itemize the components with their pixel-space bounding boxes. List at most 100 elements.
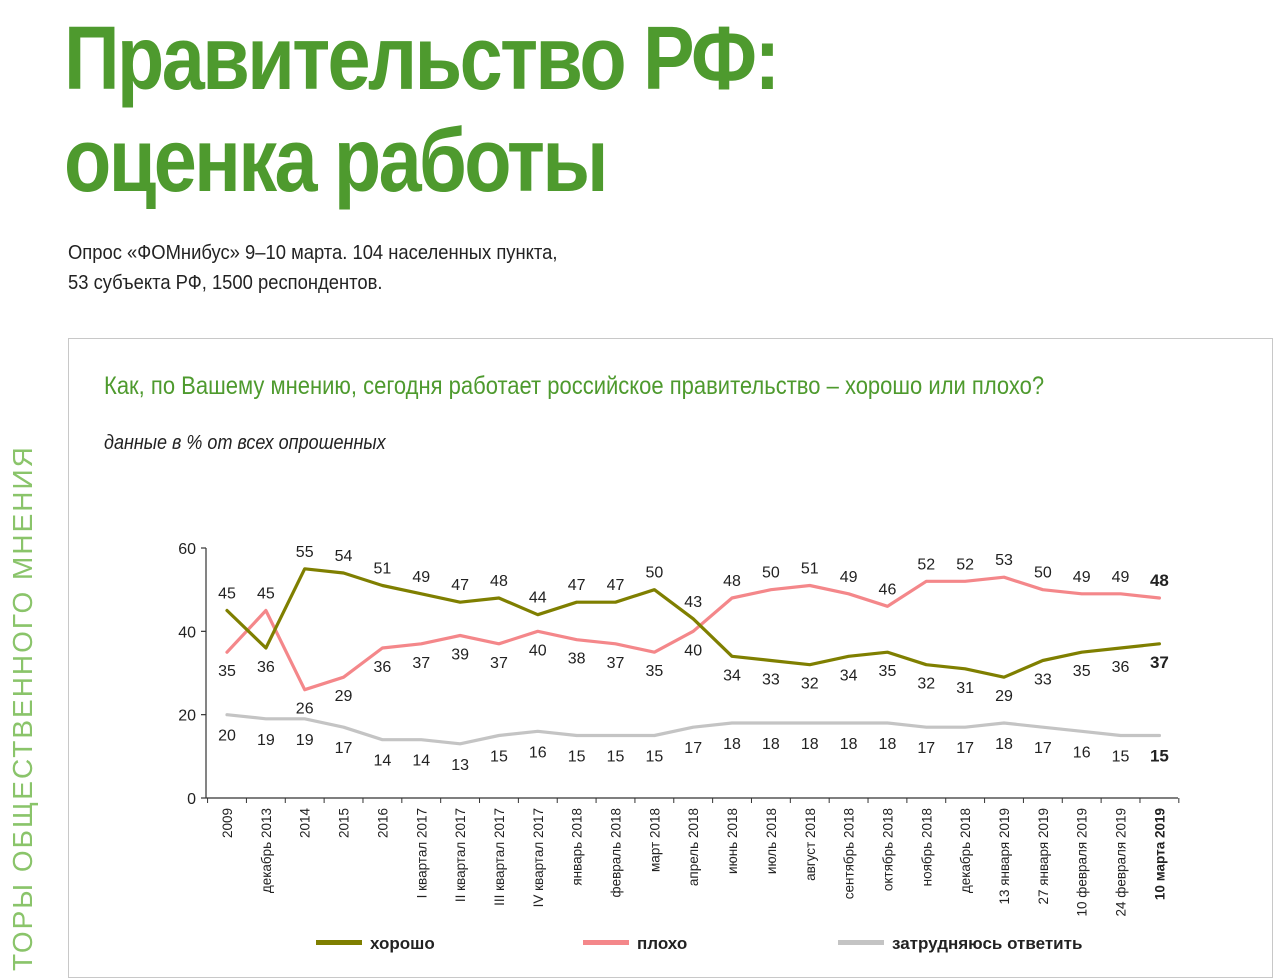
- y-tick-label: 0: [187, 791, 196, 808]
- series-line-unsure: [225, 713, 1162, 746]
- data-label-bad: 50: [1034, 565, 1052, 582]
- series-line-good: [225, 567, 1162, 679]
- data-label-unsure: 15: [1112, 749, 1130, 766]
- data-label-unsure: 13: [451, 757, 469, 774]
- data-label-good: 50: [645, 565, 663, 582]
- data-label-bad: 48: [723, 573, 741, 590]
- x-tick-label: II квартал 2017: [453, 808, 468, 902]
- page-title: Правительство РФ: оценка работы: [64, 8, 780, 212]
- legend-label-bad: плохо: [637, 934, 688, 953]
- x-tick-label: I квартал 2017: [414, 808, 429, 898]
- data-label-unsure: 15: [568, 749, 586, 766]
- legend-item-bad: плохо: [583, 934, 687, 954]
- y-tick-label: 60: [178, 541, 196, 558]
- x-tick-label: 27 января 2019: [1036, 808, 1051, 905]
- x-tick-label: июнь 2018: [725, 808, 740, 874]
- data-label-unsure: 19: [296, 732, 314, 749]
- legend-item-good: хорошо: [316, 934, 435, 954]
- chart-subtitle: данные в % от всех опрошенных: [104, 432, 386, 454]
- y-tick-label: 20: [178, 708, 196, 725]
- x-tick-label: 2009: [220, 808, 235, 838]
- data-label-good: 48: [490, 573, 508, 590]
- x-tick-label: июль 2018: [764, 808, 779, 874]
- legend-swatch-bad: [583, 940, 629, 946]
- data-label-unsure: 17: [1034, 740, 1052, 757]
- data-label-bad: 48: [1150, 571, 1169, 590]
- legend-swatch-good: [316, 940, 362, 946]
- data-label-unsure: 20: [218, 728, 236, 745]
- survey-info-line-1: Опрос «ФОМнибус» 9–10 марта. 104 населен…: [68, 242, 558, 264]
- series-line-bad: [225, 575, 1162, 692]
- x-tick-label: 24 февраля 2019: [1114, 808, 1129, 917]
- x-tick-label: декабрь 2018: [958, 808, 973, 893]
- data-label-bad: 37: [607, 655, 625, 672]
- legend-label-unsure: затрудняюсь ответить: [892, 934, 1083, 953]
- data-label-bad: 26: [296, 701, 314, 718]
- data-label-good: 51: [374, 561, 392, 578]
- x-tick-label: IV квартал 2017: [531, 808, 546, 907]
- data-label-bad: 40: [529, 642, 547, 659]
- data-label-unsure: 18: [840, 736, 858, 753]
- data-label-bad: 51: [801, 561, 819, 578]
- data-label-unsure: 18: [801, 736, 819, 753]
- data-label-unsure: 18: [879, 736, 897, 753]
- data-label-good: 29: [995, 688, 1013, 705]
- data-label-good: 54: [335, 548, 353, 565]
- y-tick-label: 40: [178, 624, 196, 641]
- data-label-good: 55: [296, 544, 314, 561]
- data-label-good: 33: [762, 672, 780, 689]
- x-tick-label: 2014: [298, 808, 313, 839]
- data-label-bad: 49: [1112, 569, 1130, 586]
- x-tick-label: ноябрь 2018: [919, 808, 934, 886]
- data-label-unsure: 17: [335, 740, 353, 757]
- data-label-bad: 53: [995, 552, 1013, 569]
- data-label-good: 35: [1073, 663, 1091, 680]
- x-tick-label: август 2018: [803, 808, 818, 881]
- data-label-bad: 29: [335, 688, 353, 705]
- legend-label-good: хорошо: [370, 934, 435, 953]
- data-label-good: 47: [607, 577, 625, 594]
- data-label-unsure: 15: [490, 749, 508, 766]
- data-label-unsure: 17: [956, 740, 974, 757]
- data-label-good: 37: [1150, 653, 1169, 672]
- data-label-unsure: 15: [607, 749, 625, 766]
- data-label-bad: 50: [762, 565, 780, 582]
- data-label-good: 33: [1034, 672, 1052, 689]
- chart-title: Как, по Вашему мнению, сегодня работает …: [104, 372, 1045, 400]
- x-tick-label: сентябрь 2018: [842, 808, 857, 899]
- data-label-bad: 49: [1073, 569, 1091, 586]
- data-label-bad: 49: [840, 569, 858, 586]
- data-label-bad: 38: [568, 651, 586, 668]
- legend-swatch-unsure: [838, 940, 884, 946]
- data-label-good: 49: [412, 569, 430, 586]
- data-label-bad: 40: [684, 642, 702, 659]
- data-label-good: 34: [840, 667, 858, 684]
- data-label-unsure: 18: [723, 736, 741, 753]
- x-tick-label: март 2018: [647, 808, 662, 872]
- data-label-bad: 37: [412, 655, 430, 672]
- x-tick-label: 10 февраля 2019: [1075, 808, 1090, 917]
- data-label-unsure: 18: [762, 736, 780, 753]
- data-label-unsure: 17: [917, 740, 935, 757]
- data-label-bad: 52: [956, 556, 974, 573]
- data-label-bad: 35: [645, 663, 663, 680]
- x-tick-label: 2015: [337, 808, 352, 838]
- data-label-good: 36: [257, 659, 275, 676]
- data-label-good: 47: [568, 577, 586, 594]
- data-label-unsure: 15: [1150, 747, 1169, 766]
- data-label-unsure: 19: [257, 732, 275, 749]
- data-label-good: 35: [879, 663, 897, 680]
- data-label-unsure: 14: [374, 753, 392, 770]
- legend-item-unsure: затрудняюсь ответить: [838, 934, 1082, 954]
- data-label-bad: 39: [451, 647, 469, 664]
- data-label-good: 34: [723, 667, 741, 684]
- data-label-good: 45: [218, 586, 236, 603]
- survey-info-line-2: 53 субъекта РФ, 1500 респондентов.: [68, 272, 383, 294]
- x-tick-label: 10 марта 2019: [1152, 808, 1167, 900]
- data-label-bad: 36: [374, 659, 392, 676]
- data-label-bad: 35: [218, 663, 236, 680]
- data-label-good: 36: [1112, 659, 1130, 676]
- x-tick-label: январь 2018: [570, 808, 585, 886]
- x-tick-label: октябрь 2018: [880, 808, 895, 891]
- data-label-good: 47: [451, 577, 469, 594]
